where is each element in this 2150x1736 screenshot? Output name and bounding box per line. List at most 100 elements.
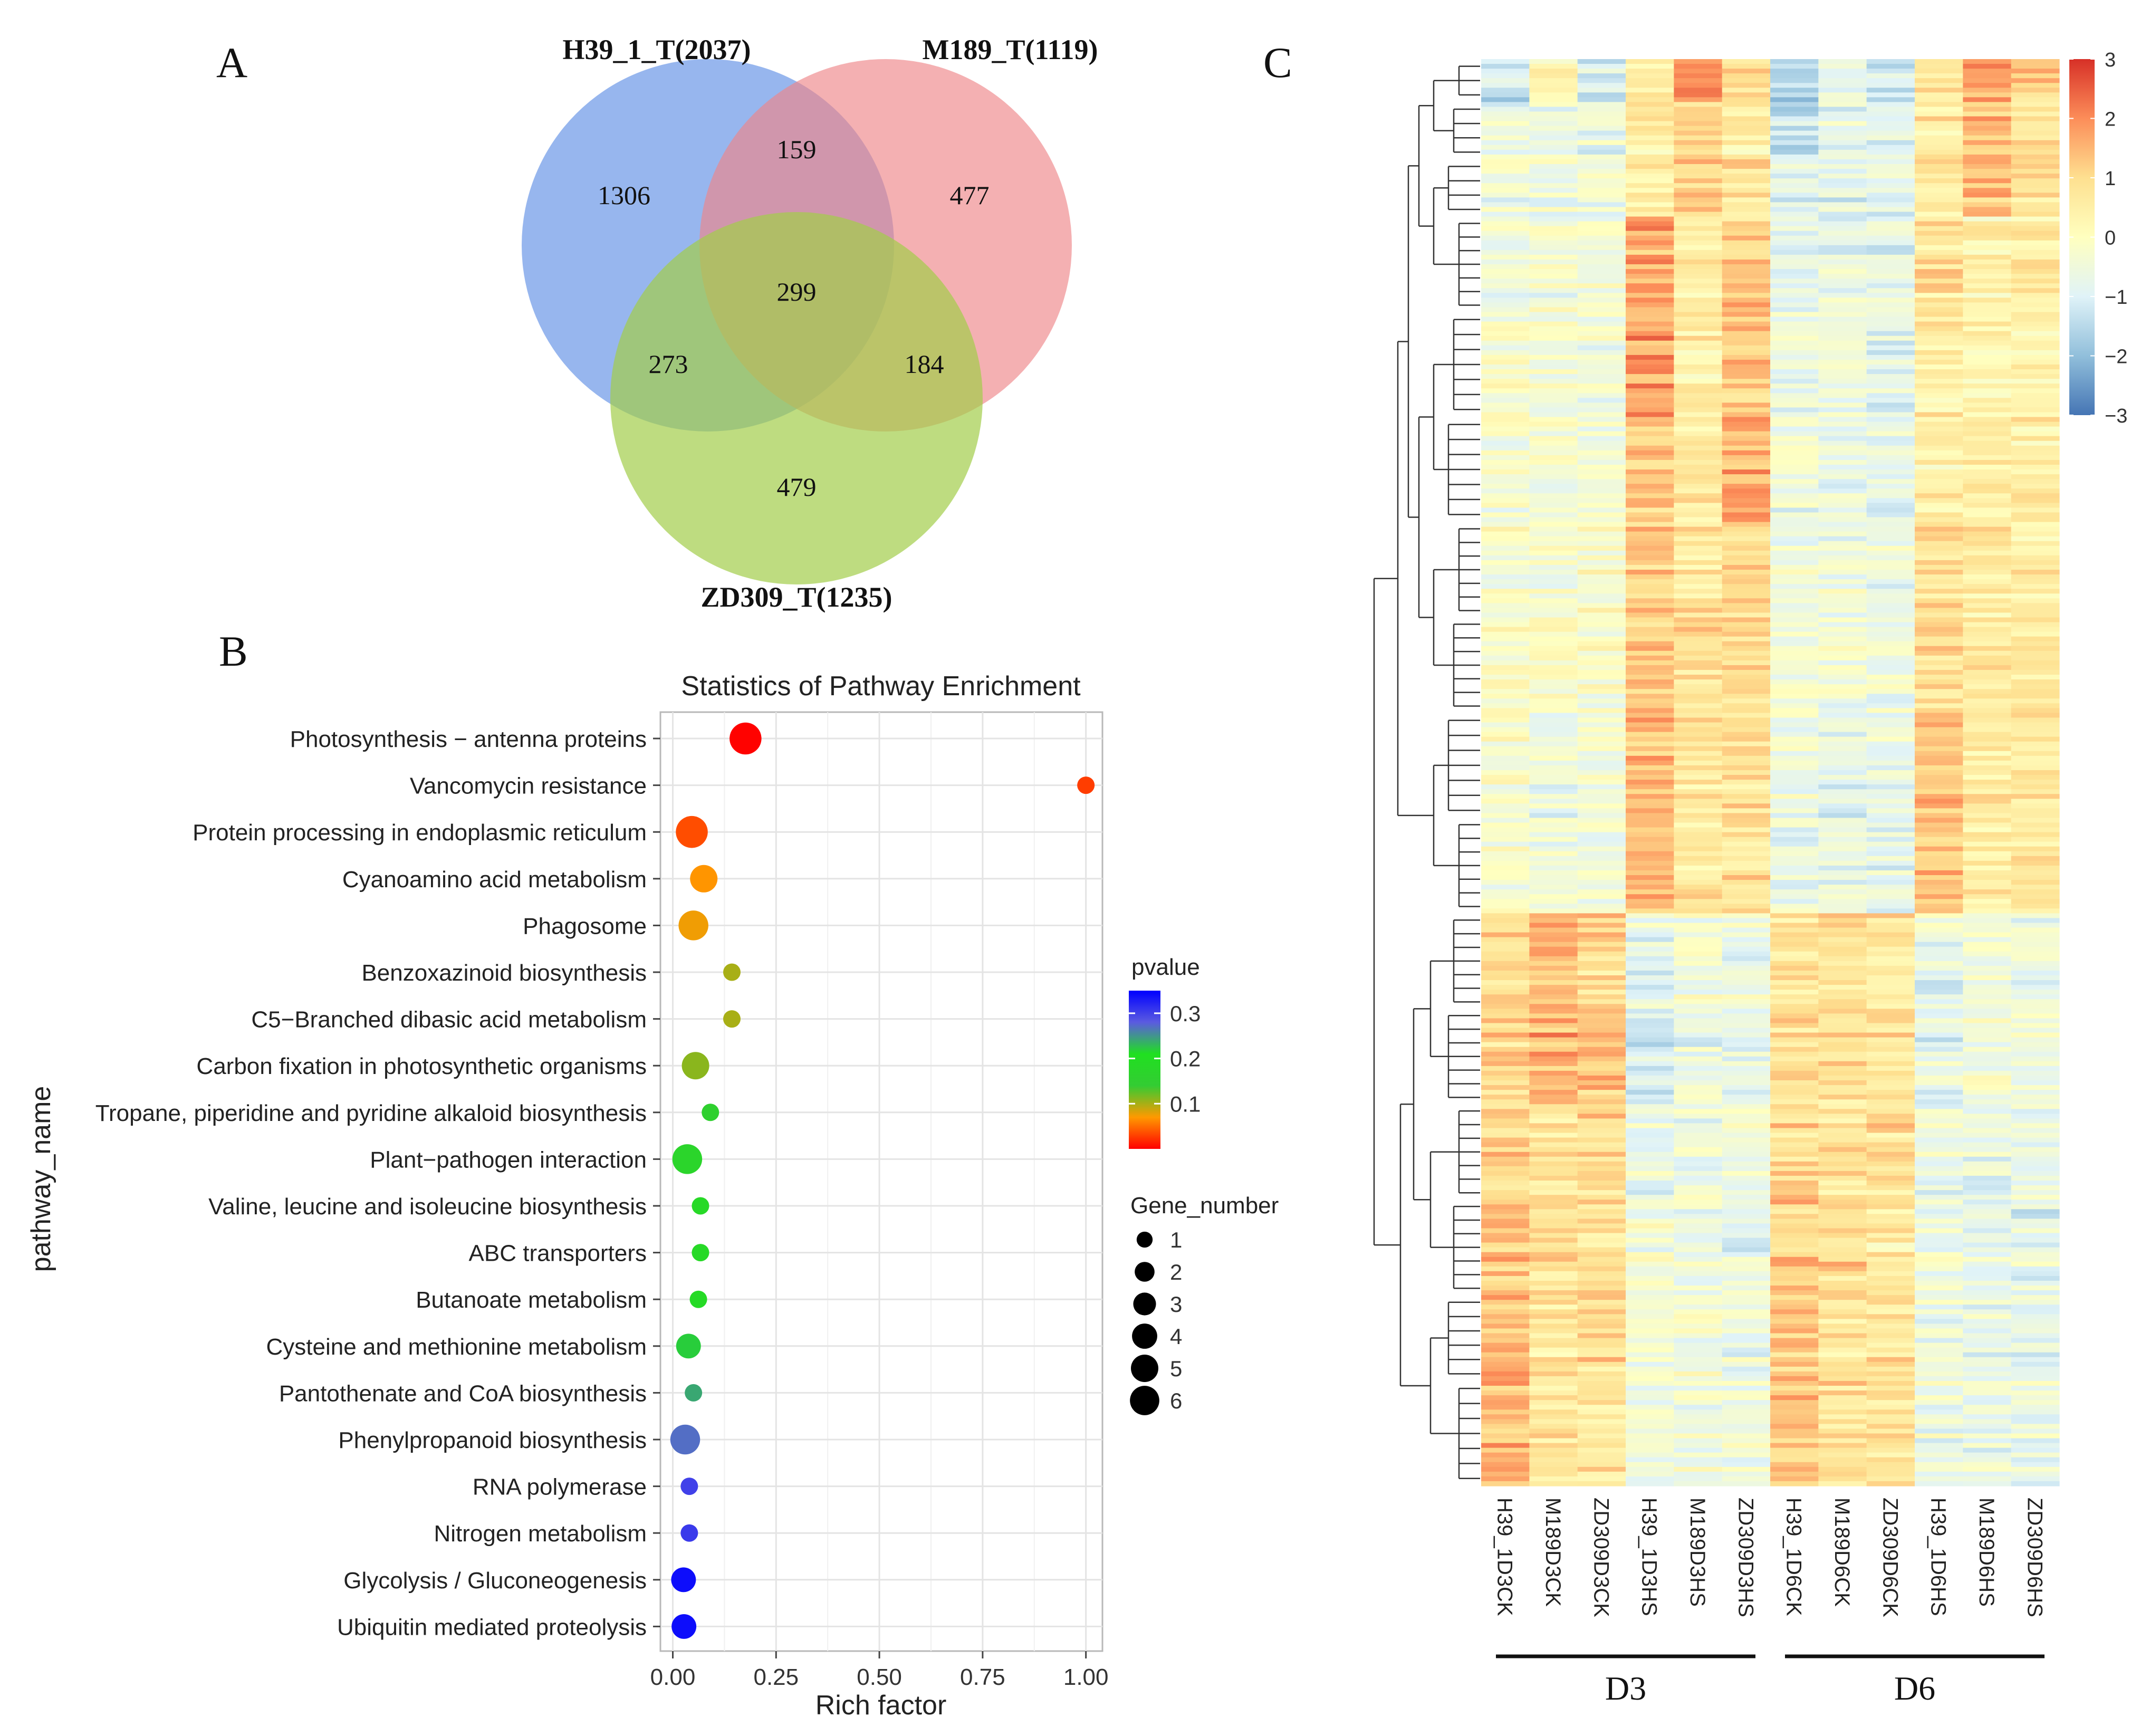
heatmap-cell <box>1481 698 1530 704</box>
heatmap-cell <box>1674 1266 1723 1272</box>
heatmap-cell <box>1770 359 1819 365</box>
heatmap-cell <box>1818 641 1867 647</box>
heatmap-cell <box>1626 574 1674 580</box>
heatmap-cell <box>1577 698 1626 704</box>
heatmap-cell <box>1529 1457 1578 1463</box>
heatmap-cell <box>1529 608 1578 613</box>
heatmap-cell <box>1481 1409 1530 1415</box>
heatmap-cell <box>1722 498 1771 503</box>
heatmap-cell <box>1577 169 1626 174</box>
heatmap-cell <box>1963 1042 2012 1048</box>
heatmap-cell <box>1481 1181 1530 1186</box>
heatmap-cell <box>1866 913 1915 919</box>
heatmap-cell <box>1818 669 1867 675</box>
heatmap-cell <box>1722 627 1771 632</box>
heatmap-cell <box>1529 770 1578 775</box>
heatmap-cell <box>1481 1037 1530 1043</box>
heatmap-cell <box>1626 193 1674 198</box>
heatmap-cell <box>1915 684 1963 689</box>
heatmap-cell <box>2011 1080 2060 1086</box>
heatmap-cell <box>1529 564 1578 570</box>
heatmap-cell <box>2011 755 2060 761</box>
heatmap-cell <box>1674 1171 1723 1176</box>
heatmap-cell <box>1481 736 1530 742</box>
heatmap-cell <box>1866 259 1915 265</box>
heatmap-cell <box>1577 627 1626 632</box>
heatmap-cell <box>1577 164 1626 169</box>
heatmap-cell <box>1722 1013 1771 1019</box>
heatmap-cell <box>1818 1481 1867 1486</box>
heatmap-cell <box>1481 202 1530 208</box>
heatmap-cell <box>1818 69 1867 74</box>
heatmap-cell <box>1577 555 1626 561</box>
heatmap-cell <box>2011 727 2060 733</box>
heatmap-cell <box>1770 1171 1819 1176</box>
heatmap-cell <box>1674 694 1723 699</box>
heatmap-cell <box>2011 689 2060 694</box>
heatmap-cell <box>1674 1161 1723 1167</box>
heatmap-cell <box>1577 904 1626 909</box>
heatmap-cell <box>1529 517 1578 523</box>
heatmap-cell <box>1577 841 1626 847</box>
heatmap-cell <box>1818 1128 1867 1134</box>
heatmap-cell <box>1674 1109 1723 1114</box>
heatmap-cell <box>1963 474 2012 479</box>
heatmap-cell <box>1529 474 1578 479</box>
heatmap-cell <box>1529 459 1578 465</box>
heatmap-cell <box>1529 946 1578 952</box>
heatmap-cell <box>1866 254 1915 260</box>
heatmap-cell <box>2011 440 2060 446</box>
heatmap-cell <box>1915 641 1963 647</box>
heatmap-cell <box>1866 1433 1915 1439</box>
heatmap-cell <box>1963 350 2012 356</box>
heatmap-cell <box>1770 1447 1819 1453</box>
heatmap-cell <box>1529 226 1578 232</box>
heatmap-cell <box>1915 1137 1963 1143</box>
heatmap-cell <box>1529 908 1578 914</box>
heatmap-cell <box>1818 851 1867 857</box>
heatmap-cell <box>1529 1257 1578 1262</box>
heatmap-cell <box>1866 469 1915 475</box>
heatmap-cell <box>1722 713 1771 718</box>
heatmap-cell <box>1722 1271 1771 1277</box>
heatmap-cell <box>1770 1261 1819 1267</box>
heatmap-cell <box>1722 865 1771 871</box>
heatmap-cell <box>1481 570 1530 575</box>
heatmap-cell <box>1674 617 1723 623</box>
venn-count-m189-only: 477 <box>950 180 990 210</box>
heatmap-cell <box>1963 631 2012 637</box>
heatmap-cell <box>1722 784 1771 790</box>
heatmap-cell <box>1915 736 1963 742</box>
heatmap-cell <box>1915 121 1963 127</box>
heatmap-cell <box>1577 885 1626 890</box>
heatmap-cell <box>1529 1042 1578 1048</box>
heatmap-cell <box>1915 1042 1963 1048</box>
heatmap-cell <box>1770 517 1819 523</box>
heatmap-cell <box>1866 904 1915 909</box>
heatmap-cell <box>1674 503 1723 509</box>
heatmap-cell <box>1626 69 1674 74</box>
heatmap-cell <box>1529 885 1578 890</box>
heatmap-cell <box>1722 1290 1771 1296</box>
heatmap-cell <box>1577 1023 1626 1029</box>
heatmap-cell <box>2011 212 2060 217</box>
heatmap-cell <box>1770 985 1819 990</box>
heatmap-cell <box>1915 775 1963 780</box>
heatmap-cell <box>1770 1266 1819 1272</box>
heatmap-cell <box>1866 956 1915 962</box>
heatmap-cell <box>1963 965 2012 971</box>
pathway-label: C5−Branched dibasic acid metabolism <box>251 1007 647 1033</box>
heatmap-cell <box>2011 1147 2060 1153</box>
heatmap-cell <box>1818 431 1867 437</box>
heatmap-cell <box>1866 1161 1915 1167</box>
heatmap-cell <box>1963 503 2012 509</box>
heatmap-cell <box>2011 603 2060 608</box>
heatmap-cell <box>2011 1104 2060 1109</box>
heatmap-cell <box>2011 388 2060 394</box>
heatmap-cell <box>1818 407 1867 413</box>
heatmap-cell <box>1770 274 1819 279</box>
heatmap-cell <box>1626 555 1674 561</box>
heatmap-cell <box>1481 1109 1530 1114</box>
heatmap-cell <box>1481 298 1530 303</box>
heatmap-cell <box>1915 1257 1963 1262</box>
